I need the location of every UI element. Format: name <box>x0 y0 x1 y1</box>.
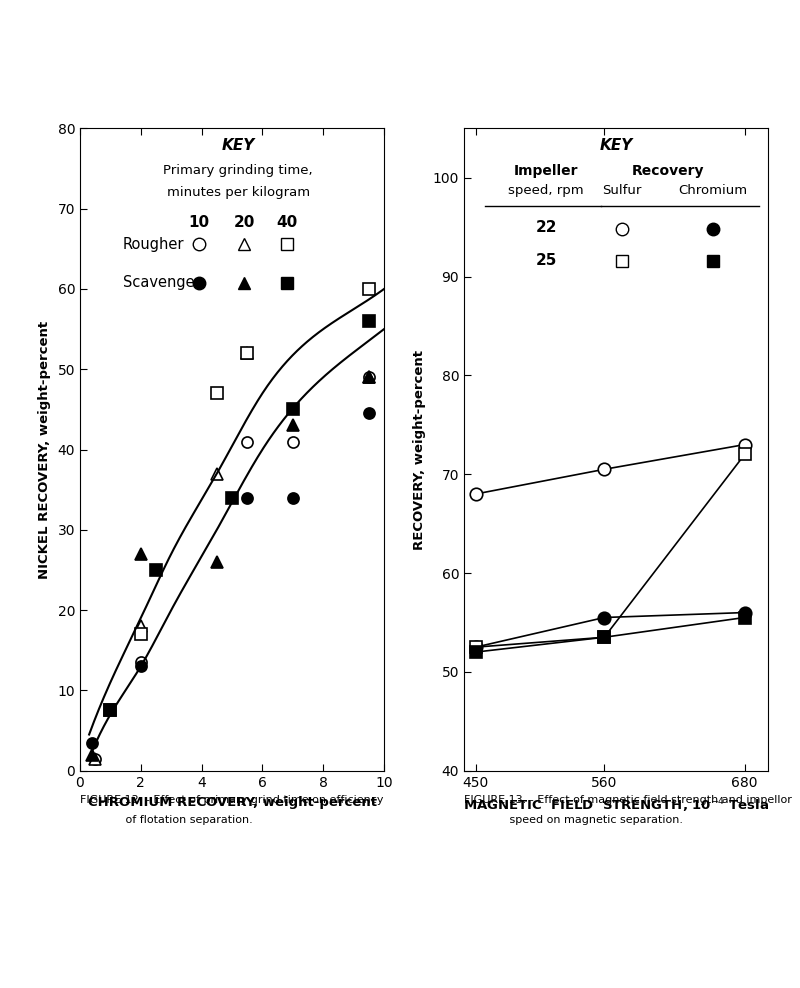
Text: speed, rpm: speed, rpm <box>508 185 584 198</box>
Text: Impeller: Impeller <box>514 164 578 178</box>
Text: 22: 22 <box>535 220 557 235</box>
Text: FIGURE 12. - Effect of primary grind time on efficiency: FIGURE 12. - Effect of primary grind tim… <box>80 795 383 805</box>
Text: KEY: KEY <box>222 138 254 153</box>
Text: 20: 20 <box>234 215 255 230</box>
Y-axis label: RECOVERY, weight-percent: RECOVERY, weight-percent <box>413 350 426 549</box>
Text: Rougher: Rougher <box>122 236 184 252</box>
Text: KEY: KEY <box>599 138 633 153</box>
Text: minutes per kilogram: minutes per kilogram <box>166 187 310 200</box>
Text: Sulfur: Sulfur <box>602 185 642 198</box>
Text: Chromium: Chromium <box>678 185 748 198</box>
Text: 10: 10 <box>188 215 209 230</box>
Text: of flotation separation.: of flotation separation. <box>80 815 253 825</box>
Text: Recovery: Recovery <box>631 164 704 178</box>
Text: FIGURE 13. - Effect of magnetic field strength and impellor: FIGURE 13. - Effect of magnetic field st… <box>464 795 792 805</box>
Text: 25: 25 <box>535 253 557 268</box>
Text: Primary grinding time,: Primary grinding time, <box>163 164 313 177</box>
Text: speed on magnetic separation.: speed on magnetic separation. <box>464 815 683 825</box>
Text: 40: 40 <box>276 215 298 230</box>
X-axis label: MAGNETIC  FIELD  STRENGTH, 10$^{-4}$ Tesla: MAGNETIC FIELD STRENGTH, 10$^{-4}$ Tesla <box>463 796 769 815</box>
Y-axis label: NICKEL RECOVERY, weight-percent: NICKEL RECOVERY, weight-percent <box>38 320 50 579</box>
Text: Scavenger: Scavenger <box>122 275 200 290</box>
X-axis label: CHROMIUM RECOVERY, weight-percent: CHROMIUM RECOVERY, weight-percent <box>87 796 377 809</box>
